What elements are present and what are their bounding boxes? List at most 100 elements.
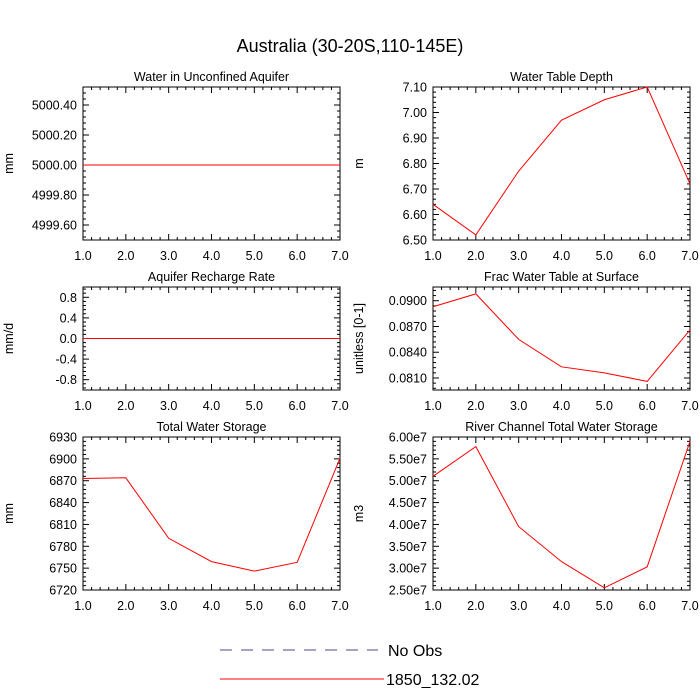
x-tick-label: 6.0 bbox=[638, 599, 655, 613]
x-tick-label: 4.0 bbox=[203, 599, 220, 613]
x-tick-label: 1.0 bbox=[74, 399, 91, 413]
x-tick-label: 6.0 bbox=[288, 249, 305, 263]
panel-total-water-storage: Total Water Storage mm 1.0 2.0 3.0 4.0 5.0 6.0 7… bbox=[2, 420, 349, 613]
y-axis-label: mm bbox=[2, 153, 16, 174]
x-tick-label: 5.0 bbox=[596, 399, 613, 413]
y-tick-label: 6900 bbox=[49, 452, 77, 466]
y-tick-label: 6.00e7 bbox=[389, 431, 427, 445]
x-tick-label: 3.0 bbox=[160, 399, 177, 413]
x-tick-label: 7.0 bbox=[681, 249, 698, 263]
y-axis-label: m bbox=[352, 158, 366, 168]
x-tick-label: 2.0 bbox=[117, 399, 134, 413]
x-tick-label: 7.0 bbox=[681, 399, 698, 413]
panel-recharge-rate: Aquifer Recharge Rate mm/d 1.0 2.0 3.0 4.0 5.0… bbox=[2, 270, 349, 413]
x-tick-label: 5.0 bbox=[246, 399, 263, 413]
y-tick-label: 5000.20 bbox=[32, 129, 77, 143]
y-axis-label: mm/d bbox=[2, 323, 16, 354]
y-tick-label: 0.0840 bbox=[389, 346, 427, 360]
x-tick-label: 4.0 bbox=[553, 249, 570, 263]
y-tick-label: 6750 bbox=[49, 562, 77, 576]
y-tick-label: 0.0900 bbox=[389, 294, 427, 308]
x-tick-label: 3.0 bbox=[510, 599, 527, 613]
y-tick-label: 6720 bbox=[49, 584, 77, 598]
x-tick-label: 1.0 bbox=[74, 599, 91, 613]
y-tick-label: 2.50e7 bbox=[389, 584, 427, 598]
y-axis-label: m3 bbox=[352, 505, 366, 522]
x-tick-label: 4.0 bbox=[553, 599, 570, 613]
legend: No Obs 1850_132.02 bbox=[220, 643, 480, 689]
y-tick-label: -0.8 bbox=[55, 373, 77, 387]
legend-label-run: 1850_132.02 bbox=[386, 672, 480, 689]
plot-frame bbox=[432, 86, 691, 241]
series-line bbox=[82, 457, 341, 572]
x-tick-label: 6.0 bbox=[288, 399, 305, 413]
y-tick-label: 4999.80 bbox=[32, 189, 77, 203]
y-tick-label: 0.0810 bbox=[389, 371, 427, 385]
plot-frame bbox=[432, 286, 691, 391]
plot-frame bbox=[432, 436, 691, 591]
series-line bbox=[432, 441, 691, 589]
x-tick-label: 7.0 bbox=[331, 249, 348, 263]
y-tick-label: -0.4 bbox=[55, 353, 77, 367]
x-tick-label: 1.0 bbox=[424, 599, 441, 613]
x-tick-label: 5.0 bbox=[596, 599, 613, 613]
x-tick-label: 4.0 bbox=[553, 399, 570, 413]
y-tick-label: 0.0 bbox=[60, 332, 77, 346]
x-tick-label: 2.0 bbox=[467, 599, 484, 613]
y-tick-label: 6.90 bbox=[403, 132, 427, 146]
legend-label-no-obs: No Obs bbox=[388, 643, 442, 660]
y-tick-label: 6.60 bbox=[403, 208, 427, 222]
x-tick-label: 7.0 bbox=[681, 599, 698, 613]
y-tick-label: 5.00e7 bbox=[389, 474, 427, 488]
series-line bbox=[432, 86, 691, 236]
y-axis-label: mm bbox=[2, 503, 16, 524]
panel-title: Frac Water Table at Surface bbox=[484, 270, 639, 284]
y-tick-label: 5000.00 bbox=[32, 159, 77, 173]
y-tick-label: 0.4 bbox=[60, 311, 77, 325]
x-tick-label: 2.0 bbox=[117, 249, 134, 263]
x-tick-label: 4.0 bbox=[203, 399, 220, 413]
x-tick-label: 6.0 bbox=[638, 249, 655, 263]
plot-frame bbox=[82, 86, 341, 241]
y-tick-label: 4.00e7 bbox=[389, 518, 427, 532]
y-tick-label: 3.50e7 bbox=[389, 540, 427, 554]
x-tick-label: 3.0 bbox=[160, 599, 177, 613]
panel-title: Water in Unconfined Aquifer bbox=[134, 70, 289, 84]
y-tick-label: 4.50e7 bbox=[389, 496, 427, 510]
x-tick-label: 7.0 bbox=[331, 399, 348, 413]
x-tick-label: 2.0 bbox=[117, 599, 134, 613]
panels-container: Water in Unconfined Aquifer mm 1.0 2.0 3.0 4.… bbox=[2, 70, 699, 613]
x-tick-label: 5.0 bbox=[246, 249, 263, 263]
x-tick-label: 6.0 bbox=[288, 599, 305, 613]
series-line bbox=[432, 293, 691, 382]
panel-water-table-depth: Water Table Depth m 1.0 2.0 3.0 4.0 5.0 6.0 7.0 6… bbox=[352, 70, 699, 263]
y-tick-label: 7.00 bbox=[403, 106, 427, 120]
panel-frac-water-table: Frac Water Table at Surface unitless [0-1… bbox=[352, 270, 699, 413]
x-tick-label: 1.0 bbox=[424, 399, 441, 413]
panel-title: Total Water Storage bbox=[156, 420, 266, 434]
x-tick-label: 6.0 bbox=[638, 399, 655, 413]
y-tick-label: 5.50e7 bbox=[389, 452, 427, 466]
x-tick-label: 5.0 bbox=[596, 249, 613, 263]
y-tick-label: 5000.40 bbox=[32, 99, 77, 113]
panel-title: Water Table Depth bbox=[510, 70, 613, 84]
y-tick-label: 6780 bbox=[49, 540, 77, 554]
panel-aquifer-water: Water in Unconfined Aquifer mm 1.0 2.0 3.0 4.… bbox=[2, 70, 349, 263]
y-axis-label: unitless [0-1] bbox=[352, 303, 366, 374]
panel-title: Aquifer Recharge Rate bbox=[148, 270, 275, 284]
y-tick-label: 6930 bbox=[49, 431, 77, 445]
plot-frame bbox=[82, 436, 341, 591]
x-tick-label: 4.0 bbox=[203, 249, 220, 263]
y-tick-label: 7.10 bbox=[403, 81, 427, 95]
x-tick-label: 5.0 bbox=[246, 599, 263, 613]
y-tick-label: 6.70 bbox=[403, 183, 427, 197]
y-tick-label: 0.0870 bbox=[389, 320, 427, 334]
x-tick-label: 7.0 bbox=[331, 599, 348, 613]
y-tick-label: 6840 bbox=[49, 496, 77, 510]
x-tick-label: 2.0 bbox=[467, 399, 484, 413]
panel-title: River Channel Total Water Storage bbox=[465, 420, 658, 434]
x-tick-label: 1.0 bbox=[74, 249, 91, 263]
y-tick-label: 3.00e7 bbox=[389, 562, 427, 576]
